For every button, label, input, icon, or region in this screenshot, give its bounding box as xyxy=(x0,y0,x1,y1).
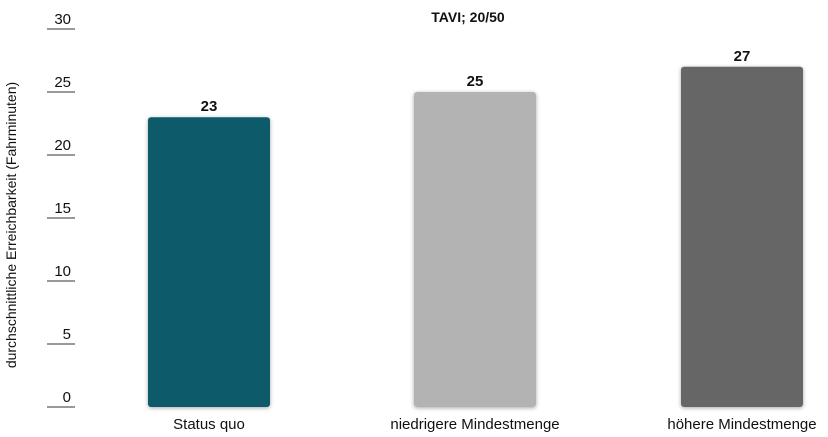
bar-value-label: 25 xyxy=(467,73,484,90)
bar xyxy=(414,92,536,407)
y-tick-label: 0 xyxy=(63,389,71,406)
bar-value-label: 27 xyxy=(734,48,751,65)
y-tick-label: 15 xyxy=(54,200,71,217)
x-category-label: höhere Mindestmenge xyxy=(667,416,816,433)
bar xyxy=(148,117,270,407)
y-tick-label: 20 xyxy=(54,137,71,154)
y-axis-ticks: 0 5 10 15 20 25 30 xyxy=(47,11,75,408)
x-category-label: niedrigere Mindestmenge xyxy=(390,416,559,433)
x-category-label: Status quo xyxy=(173,416,245,433)
y-tick-label: 30 xyxy=(54,11,71,28)
bars-group: 23 Status quo 25 niedrigere Mindestmenge 27 h… xyxy=(148,48,817,433)
bar-value-label: 23 xyxy=(201,98,218,115)
y-tick-label: 10 xyxy=(54,263,71,280)
chart-title: TAVI; 20/50 xyxy=(431,9,505,25)
bar xyxy=(681,66,803,408)
y-tick-label: 25 xyxy=(54,74,71,91)
y-axis-label: durchschnittliche Erreichbarkeit (Fahrmi… xyxy=(3,82,19,368)
y-tick-label: 5 xyxy=(63,326,71,343)
